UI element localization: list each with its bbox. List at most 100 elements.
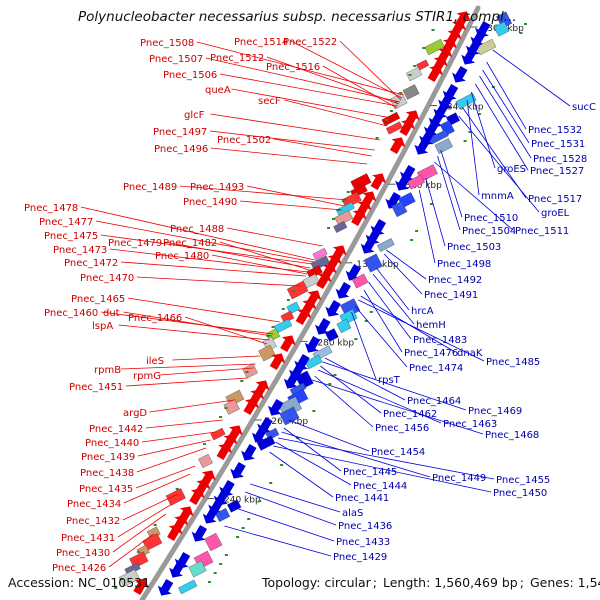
gene-feature-left — [118, 569, 140, 587]
leader-line-right — [372, 273, 415, 325]
position-marker — [369, 311, 373, 313]
leader-line-left — [123, 311, 272, 337]
gene-feature-right — [391, 200, 408, 218]
gene-arrow-right — [345, 263, 362, 281]
gene-label-left: Pnec_1470 — [80, 273, 134, 284]
leader-line-right — [440, 149, 463, 218]
gene-feature-left — [386, 121, 403, 135]
leader-line-left — [109, 248, 309, 273]
leader-line-right — [283, 427, 342, 472]
gene-label-right: Pnec_1476 — [404, 348, 458, 359]
gene-label-right: Pnec_1528 — [533, 154, 587, 165]
position-marker — [292, 290, 295, 292]
gene-label-right: Pnec_1517 — [528, 194, 582, 205]
gene-label-left: dut — [103, 308, 120, 319]
leader-line-left — [108, 533, 154, 568]
gene-label-right: Pnec_1450 — [493, 488, 547, 499]
gene-label-right: Pnec_1464 — [407, 396, 461, 407]
topology-label: Topology: — [262, 575, 321, 590]
gene-label-right: dnaK — [457, 348, 483, 359]
gene-feature-right — [305, 354, 323, 370]
leader-line-right — [358, 299, 485, 362]
gene-label-left: Pnec_1438 — [80, 468, 134, 479]
sequence-summary: Topology: circular; Length: 1,560,469 bp… — [262, 575, 600, 590]
gene-label-left: Pnec_1451 — [69, 382, 123, 393]
accession-value: NC_010531 — [78, 575, 151, 590]
gene-label-right: Pnec_1445 — [343, 467, 397, 478]
gene-feature-left — [405, 66, 423, 82]
leader-line-left — [179, 185, 348, 201]
gene-feature-right — [336, 318, 352, 334]
gene-label-left: Pnec_1440 — [85, 438, 139, 449]
gene-label-left: secF — [258, 96, 281, 107]
leader-line-right — [320, 365, 382, 414]
gene-arrow-left — [399, 119, 415, 137]
position-marker — [410, 239, 414, 241]
position-marker — [519, 32, 523, 34]
gene-label-right: Pnec_1492 — [428, 275, 482, 286]
leader-line-right — [277, 437, 495, 480]
position-marker — [332, 218, 335, 220]
leader-line-right — [486, 61, 527, 130]
gene-arrow-right — [461, 47, 477, 65]
leader-line-left — [120, 363, 256, 370]
gene-feature-right — [256, 435, 276, 451]
gene-label-left: Pnec_1426 — [52, 563, 106, 574]
leader-line-right — [376, 267, 410, 311]
gene-feature-left — [286, 301, 301, 315]
gene-label-right: Pnec_1498 — [437, 259, 491, 270]
gene-label-left: Pnec_1507 — [149, 54, 203, 65]
position-marker — [415, 230, 419, 232]
leader-line-left — [149, 399, 235, 413]
leader-line-left — [239, 200, 343, 211]
gene-arrow-left — [269, 353, 286, 371]
leader-line-left — [231, 88, 392, 119]
genome-backbone — [139, 5, 481, 600]
leader-line-right — [425, 177, 446, 247]
leader-line-right — [418, 189, 436, 264]
gene-label-right: Pnec_1449 — [432, 473, 486, 484]
gene-label-left: Pnec_1489 — [123, 182, 177, 193]
leader-line-left — [266, 56, 400, 105]
position-marker — [286, 299, 290, 301]
position-marker — [207, 581, 211, 583]
gene-label-left: Pnec_1522 — [283, 37, 337, 48]
gene-feature-right — [204, 532, 223, 552]
gene-label-left: Pnec_1482 — [163, 238, 217, 249]
accession-label: Accession: — [8, 575, 75, 590]
position-marker — [468, 131, 472, 133]
gene-arrow-left — [133, 578, 149, 596]
gene-label-left: Pnec_1512 — [210, 53, 264, 64]
gene-feature-left — [242, 363, 258, 379]
leader-line-right — [475, 83, 529, 171]
leader-line-left — [210, 147, 368, 165]
gene-arrow-left — [216, 443, 232, 461]
leader-line-left — [273, 138, 372, 157]
gene-label-right: Pnec_1491 — [424, 290, 478, 301]
leader-line-left — [141, 431, 216, 443]
position-marker — [266, 335, 270, 337]
position-marker — [354, 338, 358, 340]
gene-label-left: Pnec_1478 — [24, 203, 78, 214]
position-marker — [333, 374, 337, 376]
gene-label-left: Pnec_1466 — [128, 313, 182, 324]
leader-line-left — [127, 297, 280, 323]
gene-label-right: rpsT — [378, 375, 401, 386]
leader-line-left — [184, 316, 268, 345]
leader-line-right — [314, 375, 374, 428]
position-marker — [327, 227, 331, 229]
gene-feature-right — [364, 253, 383, 273]
leader-line-right — [368, 281, 412, 340]
gene-label-right: sucC — [572, 102, 596, 113]
gene-label-left: Pnec_1442 — [89, 424, 143, 435]
gene-label-right: Pnec_1485 — [486, 357, 540, 368]
leader-line-left — [80, 206, 315, 261]
position-marker — [463, 140, 467, 142]
leader-line-right — [324, 357, 406, 401]
position-marker — [269, 482, 273, 484]
accession-info: Accession: NC_010531 — [8, 575, 150, 590]
leader-line-right — [437, 155, 461, 231]
position-marker — [389, 110, 393, 112]
leader-line-left — [145, 419, 223, 429]
gene-label-left: queA — [205, 85, 231, 96]
